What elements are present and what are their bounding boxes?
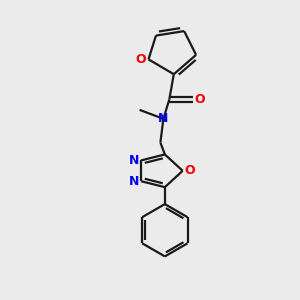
Text: O: O	[185, 164, 195, 177]
Text: O: O	[194, 93, 205, 106]
Text: N: N	[158, 112, 169, 125]
Text: N: N	[128, 175, 139, 188]
Text: O: O	[135, 53, 146, 66]
Text: N: N	[128, 154, 139, 167]
